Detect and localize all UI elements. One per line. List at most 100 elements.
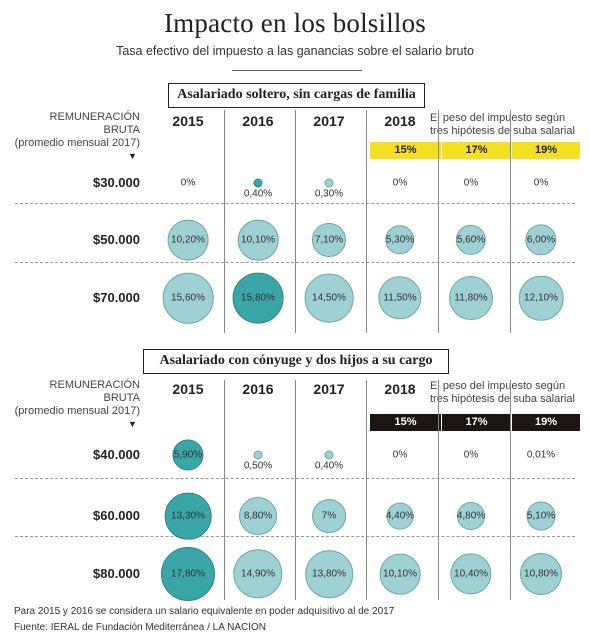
data-label: 13,30% bbox=[171, 510, 205, 522]
data-bubble bbox=[450, 553, 492, 595]
data-bubble bbox=[519, 552, 563, 596]
column-year: 2018 bbox=[384, 113, 416, 129]
column-divider bbox=[438, 380, 439, 600]
column-divider bbox=[224, 380, 225, 600]
data-label: 0% bbox=[180, 177, 196, 189]
data-label: 0% bbox=[463, 177, 479, 189]
data-label: 7,10% bbox=[314, 234, 344, 246]
column-year: 2016 bbox=[242, 113, 274, 129]
salary-label: $50.000 bbox=[93, 232, 140, 247]
column-divider bbox=[295, 380, 296, 600]
row-divider bbox=[15, 536, 575, 537]
footer-source: Fuente: IERAL de Fundación Mediterránea … bbox=[14, 622, 266, 633]
salary-label: $40.000 bbox=[93, 447, 140, 462]
row-header-line1: REMUNERACIÓN bbox=[49, 379, 140, 391]
data-label: 10,10% bbox=[241, 234, 275, 246]
data-bubble bbox=[525, 224, 557, 256]
row-header-line3: (promedio mensual 2017) bbox=[14, 405, 140, 417]
column-divider bbox=[366, 110, 367, 333]
data-label: 13,80% bbox=[312, 568, 346, 580]
data-label: 0,40% bbox=[243, 188, 273, 200]
data-bubble bbox=[162, 272, 214, 324]
hypothesis-note-line1: El peso del impuesto según bbox=[430, 112, 566, 124]
salary-label: $80.000 bbox=[93, 566, 140, 581]
column-divider bbox=[366, 380, 367, 600]
data-label: 10,80% bbox=[524, 568, 558, 580]
data-label: 0,50% bbox=[243, 460, 273, 472]
hypothesis-note-line2: tres hipótesis de suba salarial bbox=[430, 393, 575, 405]
data-bubble bbox=[239, 497, 277, 535]
data-label: 0,40% bbox=[314, 460, 344, 472]
data-label: 4,80% bbox=[456, 510, 486, 522]
data-bubble bbox=[253, 178, 263, 188]
data-bubble bbox=[164, 492, 212, 540]
data-bubble bbox=[312, 499, 346, 533]
footer-note: Para 2015 y 2016 se considera un salario… bbox=[14, 606, 395, 617]
data-bubble bbox=[526, 501, 556, 531]
column-divider bbox=[295, 110, 296, 333]
column-year: 2017 bbox=[313, 113, 345, 129]
row-header: REMUNERACIÓN BRUTA (promedio mensual 2017)… bbox=[10, 111, 140, 163]
page-title: Impacto en los bolsillos bbox=[163, 8, 427, 38]
row-header-line1: REMUNERACIÓN bbox=[49, 111, 140, 123]
data-label: 0% bbox=[533, 177, 549, 189]
row-header: REMUNERACIÓN BRUTA (promedio mensual 2017)… bbox=[10, 379, 140, 431]
data-bubble bbox=[167, 219, 209, 261]
hypothesis-note: El peso del impuesto según tres hipótesis… bbox=[430, 112, 590, 138]
data-label: 10,20% bbox=[171, 234, 205, 246]
row-divider bbox=[15, 478, 575, 479]
data-label: 0% bbox=[392, 449, 408, 461]
data-label: 10,10% bbox=[383, 568, 417, 580]
data-label: 14,50% bbox=[312, 292, 346, 304]
data-label: 11,80% bbox=[454, 292, 488, 304]
data-label: 0% bbox=[463, 449, 479, 461]
column-divider bbox=[510, 380, 511, 600]
hypothesis-label: 15% bbox=[370, 414, 441, 431]
row-header-line2: BRUTA bbox=[103, 392, 140, 404]
hypothesis-label: 17% bbox=[442, 414, 511, 431]
data-bubble bbox=[378, 276, 422, 320]
row-header-line2: BRUTA bbox=[103, 124, 140, 136]
column-year: 2018 bbox=[384, 381, 416, 397]
data-label: 11,50% bbox=[383, 292, 417, 304]
column-divider bbox=[510, 110, 511, 333]
hypothesis-label: 19% bbox=[512, 142, 580, 159]
data-label: 12,10% bbox=[524, 292, 558, 304]
salary-label: $30.000 bbox=[93, 175, 140, 190]
data-bubble bbox=[311, 222, 347, 258]
section-title: Asalariado con cónyuge y dos hijos a su … bbox=[143, 349, 449, 374]
hypothesis-label: 19% bbox=[512, 414, 580, 431]
data-label: 5,60% bbox=[456, 234, 486, 246]
data-label: 8,80% bbox=[243, 510, 273, 522]
data-label: 15,60% bbox=[171, 292, 205, 304]
data-bubble bbox=[237, 219, 279, 261]
data-bubble bbox=[449, 276, 493, 320]
salary-label: $70.000 bbox=[93, 290, 140, 305]
column-divider bbox=[224, 110, 225, 333]
column-year: 2016 bbox=[242, 381, 274, 397]
sort-down-icon: ▼ bbox=[128, 419, 137, 429]
data-label: 5,30% bbox=[385, 234, 415, 246]
data-label: 0% bbox=[392, 177, 408, 189]
data-bubble bbox=[385, 225, 415, 255]
salary-label: $60.000 bbox=[93, 508, 140, 523]
data-label: 6,00% bbox=[526, 234, 556, 246]
data-bubble bbox=[324, 178, 334, 188]
sort-down-icon: ▼ bbox=[128, 151, 137, 161]
column-year: 2015 bbox=[172, 113, 204, 129]
page-subtitle: Tasa efectivo del impuesto a las gananci… bbox=[116, 44, 474, 58]
data-label: 7% bbox=[321, 510, 337, 522]
data-label: 0,30% bbox=[314, 188, 344, 200]
data-bubble bbox=[456, 501, 486, 531]
data-bubble bbox=[455, 224, 487, 256]
data-bubble bbox=[161, 547, 215, 601]
data-bubble bbox=[253, 450, 263, 460]
hypothesis-label: 15% bbox=[370, 142, 441, 159]
data-bubble bbox=[172, 439, 204, 471]
row-divider bbox=[15, 262, 575, 263]
row-header-line3: (promedio mensual 2017) bbox=[14, 137, 140, 149]
hypothesis-label: 17% bbox=[442, 142, 511, 159]
data-bubble bbox=[232, 272, 284, 324]
data-label: 4,40% bbox=[385, 510, 415, 522]
data-label: 15,80% bbox=[241, 292, 275, 304]
